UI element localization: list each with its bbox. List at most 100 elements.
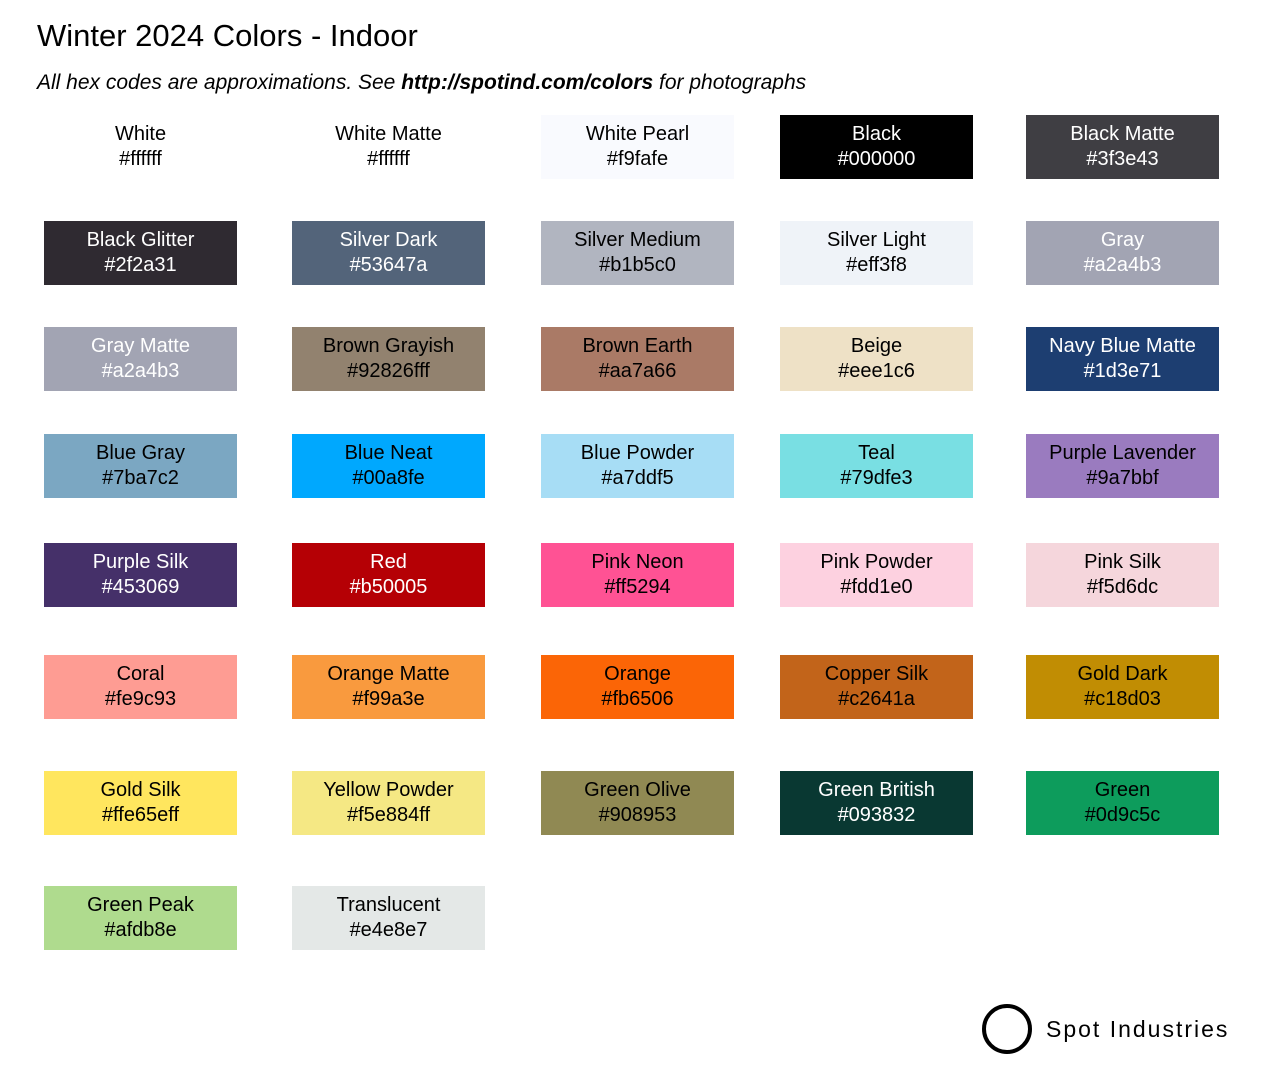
swatch-name: Brown Grayish xyxy=(322,335,455,357)
swatch-name: White Pearl xyxy=(585,123,690,145)
color-swatch: Silver Medium #b1b5c0 xyxy=(541,221,734,285)
color-swatch: Coral #fe9c93 xyxy=(44,655,237,719)
swatch-hex: #53647a xyxy=(349,254,428,276)
swatch-hex: #a2a4b3 xyxy=(101,360,180,382)
subtitle-text-end: for photographs xyxy=(653,71,807,94)
color-swatch: Silver Light #eff3f8 xyxy=(780,221,973,285)
swatch-name: Silver Dark xyxy=(339,229,438,251)
color-swatch: Copper Silk #c2641a xyxy=(780,655,973,719)
swatch-hex: #0d9c5c xyxy=(1084,804,1161,826)
color-swatch: Orange Matte #f99a3e xyxy=(292,655,485,719)
swatch-hex: #f5e884ff xyxy=(346,804,431,826)
swatch-hex: #fdd1e0 xyxy=(840,576,913,598)
color-swatch: White Matte #ffffff xyxy=(292,115,485,179)
swatch-hex: #c18d03 xyxy=(1084,688,1161,710)
swatch-hex: #c2641a xyxy=(838,688,915,710)
swatch-name: Gold Dark xyxy=(1077,663,1168,685)
swatch-name: Black Matte xyxy=(1070,123,1175,145)
swatch-hex: #453069 xyxy=(101,576,180,598)
color-swatch: Black #000000 xyxy=(780,115,973,179)
swatch-name: Green British xyxy=(818,779,935,801)
swatch-hex: #afdb8e xyxy=(104,919,177,941)
swatch-name: Black xyxy=(852,123,901,145)
swatch-hex: #fb6506 xyxy=(601,688,674,710)
swatch-hex: #e4e8e7 xyxy=(349,919,428,941)
swatch-name: Gray xyxy=(1100,229,1145,251)
colors-link[interactable]: http://spotind.com/colors xyxy=(401,71,654,94)
subtitle: All hex codes are approximations. See ht… xyxy=(37,71,806,95)
color-swatch: Pink Neon #ff5294 xyxy=(541,543,734,607)
swatch-hex: #ff5294 xyxy=(604,576,671,598)
swatch-name: Gold Silk xyxy=(100,779,181,801)
swatch-name: Green Olive xyxy=(584,779,691,801)
color-swatch: Blue Powder #a7ddf5 xyxy=(541,434,734,498)
color-swatch: Pink Powder #fdd1e0 xyxy=(780,543,973,607)
swatch-name: Black Glitter xyxy=(86,229,195,251)
color-swatch: Brown Grayish #92826fff xyxy=(292,327,485,391)
swatch-hex: #92826fff xyxy=(347,360,430,382)
color-swatch: Black Matte #3f3e43 xyxy=(1026,115,1219,179)
swatch-name: Brown Earth xyxy=(582,335,693,357)
swatch-name: Orange Matte xyxy=(327,663,450,685)
swatch-name: Red xyxy=(370,551,407,573)
swatch-name: Translucent xyxy=(336,894,441,916)
swatch-name: Green xyxy=(1094,779,1151,801)
color-swatch: Gold Dark #c18d03 xyxy=(1026,655,1219,719)
swatch-hex: #00a8fe xyxy=(352,467,425,489)
swatch-hex: #ffe65eff xyxy=(101,804,180,826)
swatch-hex: #000000 xyxy=(837,148,916,170)
swatch-name: Blue Powder xyxy=(580,442,695,464)
color-swatch: Purple Silk #453069 xyxy=(44,543,237,607)
swatch-name: Purple Silk xyxy=(92,551,189,573)
swatch-hex: #f99a3e xyxy=(352,688,425,710)
color-swatch: Black Glitter #2f2a31 xyxy=(44,221,237,285)
circle-logo-icon xyxy=(982,1004,1032,1054)
swatch-hex: #093832 xyxy=(837,804,916,826)
color-swatch: Gray #a2a4b3 xyxy=(1026,221,1219,285)
color-swatch: Gold Silk #ffe65eff xyxy=(44,771,237,835)
color-swatch: Beige #eee1c6 xyxy=(780,327,973,391)
swatch-hex: #a2a4b3 xyxy=(1083,254,1162,276)
subtitle-text: All hex codes are approximations. See xyxy=(37,71,402,94)
swatch-name: White Matte xyxy=(335,123,442,145)
swatch-name: Pink Silk xyxy=(1084,551,1161,573)
color-swatch: Green #0d9c5c xyxy=(1026,771,1219,835)
swatch-name: Pink Neon xyxy=(591,551,684,573)
swatch-hex: #3f3e43 xyxy=(1086,148,1159,170)
page-title: Winter 2024 Colors - Indoor xyxy=(37,18,418,53)
swatch-hex: #b50005 xyxy=(349,576,428,598)
swatch-hex: #7ba7c2 xyxy=(102,467,179,489)
brand-name: Spot Industries xyxy=(1046,1015,1230,1042)
color-swatch: Orange #fb6506 xyxy=(541,655,734,719)
swatch-hex: #eee1c6 xyxy=(838,360,915,382)
color-swatch: Translucent #e4e8e7 xyxy=(292,886,485,950)
swatch-hex: #b1b5c0 xyxy=(599,254,676,276)
swatch-hex: #908953 xyxy=(598,804,677,826)
swatch-name: Beige xyxy=(850,335,903,357)
swatch-hex: #eff3f8 xyxy=(846,254,907,276)
swatch-name: Yellow Powder xyxy=(323,779,454,801)
swatch-name: Blue Gray xyxy=(96,442,185,464)
color-swatch: Pink Silk #f5d6dc xyxy=(1026,543,1219,607)
color-swatch: Teal #79dfe3 xyxy=(780,434,973,498)
swatch-name: Purple Lavender xyxy=(1049,442,1196,464)
swatch-name: Gray Matte xyxy=(91,335,190,357)
color-swatch: Green Peak #afdb8e xyxy=(44,886,237,950)
swatch-hex: #fe9c93 xyxy=(104,688,177,710)
swatch-name: White xyxy=(114,123,167,145)
color-swatch: Purple Lavender #9a7bbf xyxy=(1026,434,1219,498)
swatch-hex: #79dfe3 xyxy=(840,467,913,489)
swatch-name: Coral xyxy=(116,663,165,685)
color-swatch: Green British #093832 xyxy=(780,771,973,835)
swatch-name: Silver Light xyxy=(827,229,926,251)
color-swatch: White #ffffff xyxy=(44,115,237,179)
swatch-name: Blue Neat xyxy=(344,442,433,464)
swatch-hex: #9a7bbf xyxy=(1086,467,1159,489)
color-swatch: Blue Neat #00a8fe xyxy=(292,434,485,498)
swatch-hex: #a7ddf5 xyxy=(601,467,674,489)
swatch-hex: #1d3e71 xyxy=(1083,360,1162,382)
swatch-name: Green Peak xyxy=(87,894,194,916)
color-swatch: White Pearl #f9fafe xyxy=(541,115,734,179)
swatch-hex: #f9fafe xyxy=(606,148,669,170)
color-swatch: Silver Dark #53647a xyxy=(292,221,485,285)
